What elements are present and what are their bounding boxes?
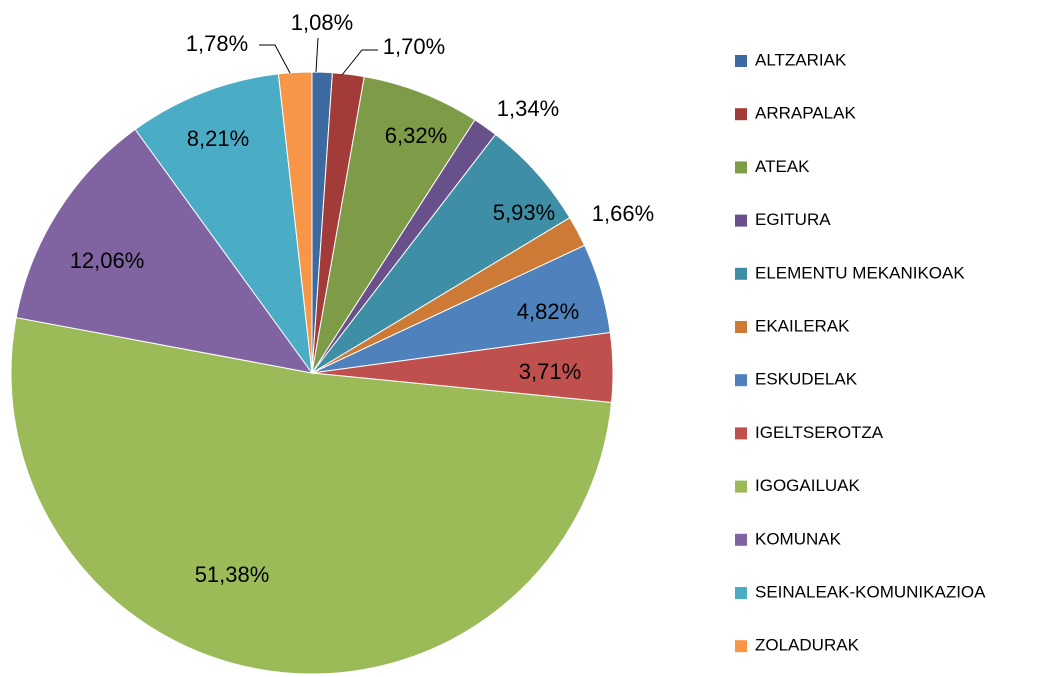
data-label: 5,93% — [493, 200, 555, 225]
leader-line — [259, 44, 291, 74]
legend-label: EKAILERAK — [755, 316, 850, 335]
pie-slice — [15, 128, 314, 374]
legend-swatch — [735, 321, 747, 333]
leader-line — [315, 37, 319, 73]
legend-swatch — [735, 55, 747, 67]
pie-slice — [277, 71, 313, 374]
data-label: 1,34% — [497, 96, 559, 121]
data-label: 12,06% — [70, 248, 145, 273]
data-label: 3,71% — [519, 359, 581, 384]
data-label: 8,21% — [187, 126, 249, 151]
legend-label: ELEMENTU MEKANIKOAK — [755, 263, 965, 282]
legend-swatch — [735, 587, 747, 599]
data-label: 1,08% — [291, 10, 353, 35]
legend-swatch — [735, 533, 747, 546]
legend-label: IGOGAILUAK — [755, 476, 861, 495]
data-label: 1,70% — [383, 34, 445, 59]
legend-label: ZOLADURAK — [755, 636, 860, 655]
legend-swatch — [735, 640, 747, 653]
legend-label: ARRAPALAK — [755, 104, 856, 123]
legend-label: SEINALEAK-KOMUNIKAZIOA — [755, 582, 986, 601]
legend-label: ATEAK — [755, 157, 810, 176]
pie-slice — [311, 76, 476, 374]
pie-slice — [10, 316, 613, 675]
legend-label: EGITURA — [755, 210, 831, 229]
legend-label: IGELTSEROTZA — [755, 423, 884, 442]
legend-swatch — [735, 108, 747, 121]
data-label: 1,78% — [186, 31, 248, 56]
leader-line — [341, 49, 378, 76]
legend-label: ESKUDELAK — [755, 370, 858, 389]
legend-swatch — [735, 267, 747, 280]
data-label: 1,66% — [592, 201, 654, 226]
legend-swatch — [735, 214, 747, 227]
pie-slice — [134, 73, 313, 375]
legend-label: ALTZARIAK — [755, 50, 847, 69]
data-label: 6,32% — [385, 123, 447, 148]
legend-swatch — [735, 161, 747, 174]
legend-swatch — [735, 374, 747, 387]
legend-label: KOMUNAK — [755, 529, 842, 548]
data-label: 51,38% — [195, 562, 270, 587]
legend-swatch — [735, 427, 747, 440]
data-label: 4,82% — [517, 299, 579, 324]
legend-swatch — [735, 480, 747, 493]
